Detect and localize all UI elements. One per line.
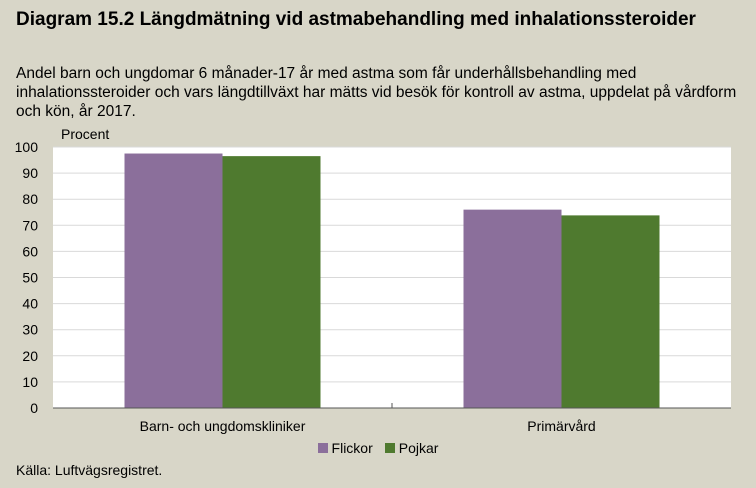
y-tick-label: 90 xyxy=(22,165,38,181)
chart-subtitle: Andel barn och ungdomar 6 månader-17 år … xyxy=(16,65,737,120)
y-tick-label: 50 xyxy=(22,270,38,286)
legend-item: Flickor xyxy=(317,440,373,456)
y-tick-label: 10 xyxy=(22,374,38,390)
y-tick-label: 70 xyxy=(22,217,38,233)
chart-title: Diagram 15.2 Längdmätning vid astmabehan… xyxy=(16,9,696,30)
x-axis-ticks: Barn- och ungdomskliniker Primärvård xyxy=(140,418,596,434)
legend-label: Flickor xyxy=(331,440,373,456)
y-tick-label: 40 xyxy=(22,296,38,312)
legend-swatch xyxy=(384,443,395,453)
y-tick-label: 80 xyxy=(22,191,38,207)
bar xyxy=(561,215,660,408)
bars xyxy=(124,153,660,408)
legend: Flickor Pojkar xyxy=(0,440,756,456)
y-axis-label: Procent xyxy=(61,126,110,142)
y-tick-label: 100 xyxy=(15,139,39,155)
y-tick-label: 0 xyxy=(30,400,38,416)
legend-item: Pojkar xyxy=(384,440,439,456)
x-axis xyxy=(53,403,731,409)
x-tick-label: Barn- och ungdomskliniker xyxy=(140,418,306,434)
bar xyxy=(463,209,562,408)
source-note: Källa: Luftvägsregistret. xyxy=(16,462,163,478)
y-tick-label: 20 xyxy=(22,348,38,364)
legend-swatch xyxy=(317,443,328,453)
y-axis-ticks: 0 10 20 30 40 50 60 70 80 90 100 xyxy=(15,139,39,416)
legend-label: Pojkar xyxy=(398,440,439,456)
x-tick-label: Primärvård xyxy=(527,418,595,434)
bar xyxy=(222,156,321,408)
y-tick-label: 30 xyxy=(22,322,38,338)
y-tick-label: 60 xyxy=(22,243,38,259)
bar xyxy=(124,153,223,408)
